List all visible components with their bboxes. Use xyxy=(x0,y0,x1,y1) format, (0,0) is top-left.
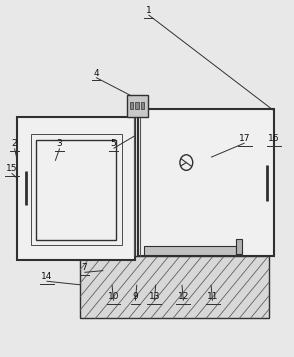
Bar xyxy=(127,95,148,116)
Text: 14: 14 xyxy=(41,272,52,281)
Text: 12: 12 xyxy=(178,292,189,301)
Text: 2: 2 xyxy=(12,139,17,149)
Bar xyxy=(36,140,116,241)
Bar xyxy=(17,116,135,260)
Bar xyxy=(141,102,144,110)
Text: 7: 7 xyxy=(81,263,87,272)
Bar xyxy=(80,256,269,318)
Text: 3: 3 xyxy=(57,139,63,149)
Bar xyxy=(130,102,133,110)
Bar xyxy=(135,102,139,110)
Bar xyxy=(138,110,274,256)
Text: 1: 1 xyxy=(146,6,151,15)
Text: 9: 9 xyxy=(133,292,138,301)
Text: 10: 10 xyxy=(108,292,119,301)
Bar xyxy=(31,134,122,245)
Text: 11: 11 xyxy=(207,292,218,301)
Text: 16: 16 xyxy=(268,134,279,143)
Text: 17: 17 xyxy=(239,134,250,143)
Text: 15: 15 xyxy=(6,164,17,173)
Text: 13: 13 xyxy=(148,292,160,301)
Bar xyxy=(236,240,242,254)
Text: 4: 4 xyxy=(93,69,99,77)
Bar xyxy=(144,246,236,255)
Text: 5: 5 xyxy=(111,139,116,149)
